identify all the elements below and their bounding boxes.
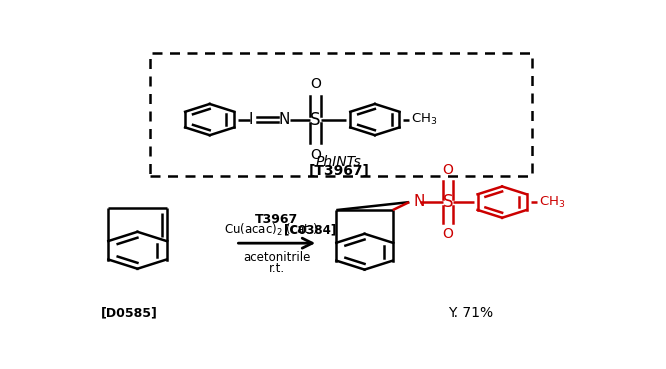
Text: PhINTs: PhINTs	[316, 155, 362, 169]
Text: O: O	[310, 148, 321, 162]
Text: S: S	[310, 111, 321, 128]
Text: CH$_3$: CH$_3$	[411, 112, 438, 127]
Text: O: O	[310, 77, 321, 91]
Text: r.t.: r.t.	[269, 262, 285, 275]
Text: Y. 71%: Y. 71%	[448, 306, 493, 320]
Text: I: I	[248, 112, 253, 127]
Text: N: N	[279, 112, 290, 127]
Bar	[151, 53, 532, 176]
Text: Cu(acac)$_2$ (cat.): Cu(acac)$_2$ (cat.)	[224, 221, 319, 238]
Text: [C0384]: [C0384]	[284, 223, 336, 236]
Text: acetonitrile: acetonitrile	[243, 251, 310, 264]
Text: O: O	[442, 227, 454, 241]
Text: CH$_3$: CH$_3$	[539, 194, 565, 210]
Text: T3967: T3967	[255, 213, 298, 225]
Text: O: O	[442, 163, 454, 177]
Text: [D0585]: [D0585]	[101, 306, 158, 319]
Text: S: S	[443, 193, 453, 211]
Text: N: N	[414, 194, 425, 209]
Text: [T3967]: [T3967]	[308, 164, 369, 178]
